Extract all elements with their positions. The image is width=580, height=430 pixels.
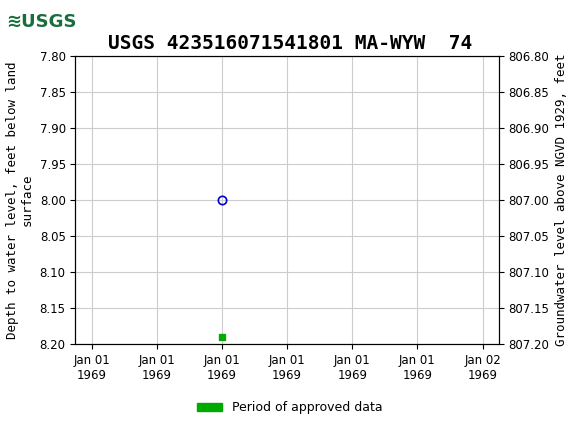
Y-axis label: Groundwater level above NGVD 1929, feet: Groundwater level above NGVD 1929, feet (555, 54, 568, 346)
Text: ≋USGS: ≋USGS (6, 12, 77, 31)
Legend: Period of approved data: Period of approved data (192, 396, 388, 419)
Y-axis label: Depth to water level, feet below land
surface: Depth to water level, feet below land su… (6, 61, 34, 339)
FancyBboxPatch shape (3, 2, 67, 41)
Text: ≡USGS: ≡USGS (12, 12, 99, 31)
Text: USGS 423516071541801 MA-WYW  74: USGS 423516071541801 MA-WYW 74 (108, 34, 472, 53)
